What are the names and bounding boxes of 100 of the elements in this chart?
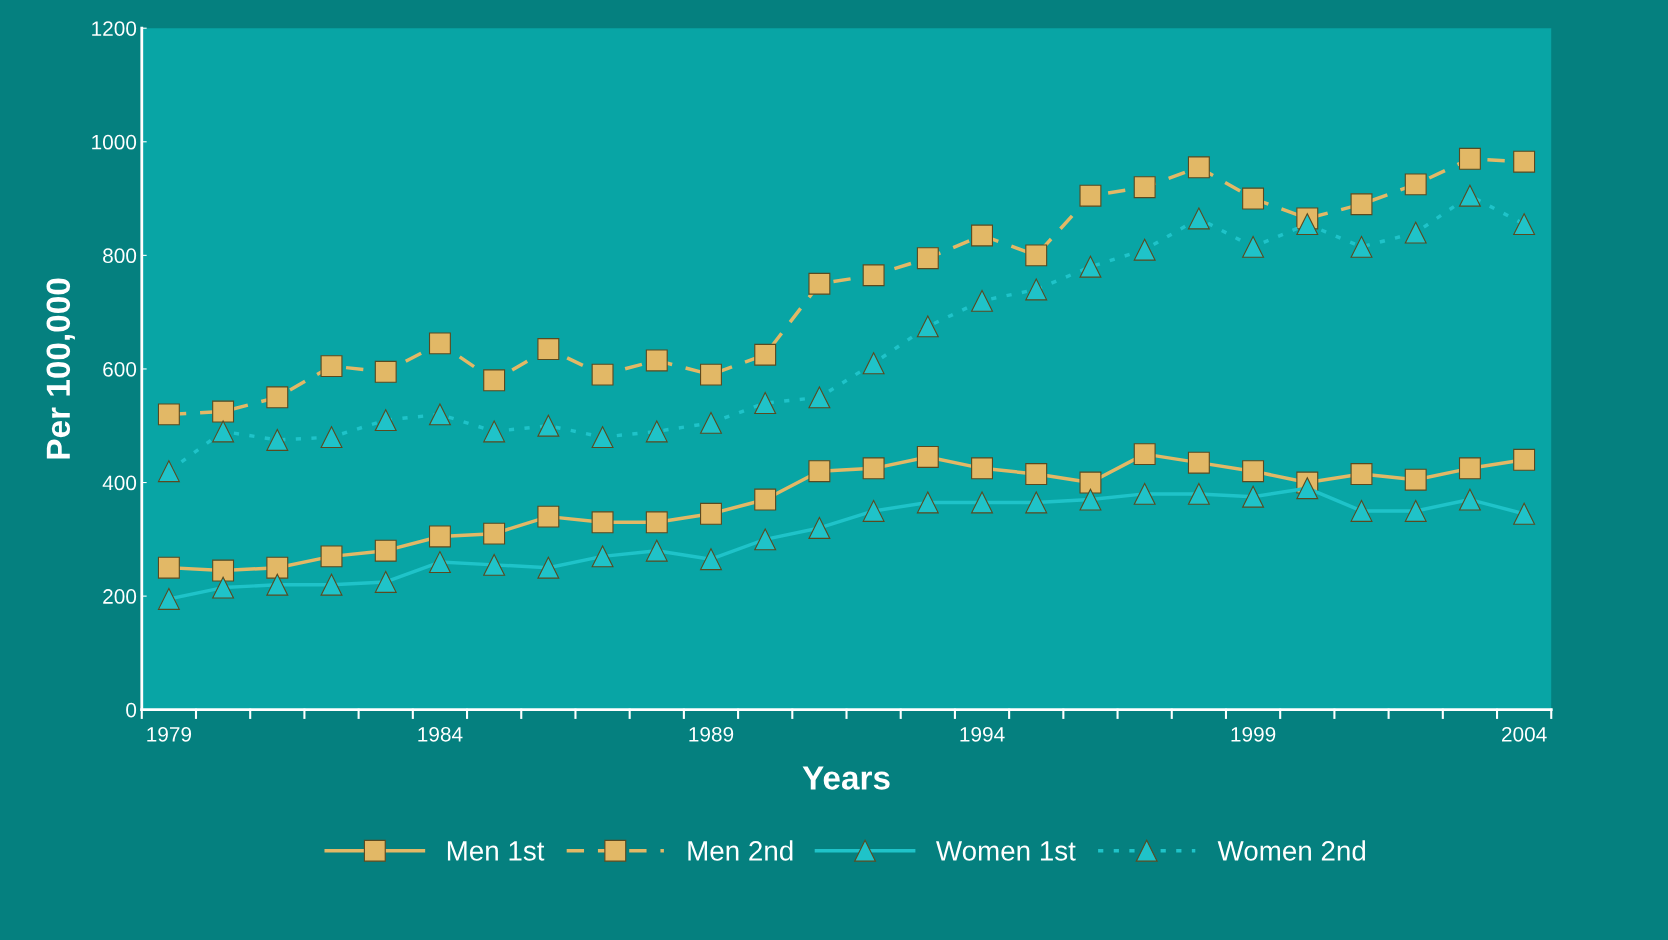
point bbox=[266, 556, 289, 579]
point bbox=[537, 338, 560, 361]
point bbox=[537, 505, 560, 528]
point bbox=[483, 553, 506, 576]
point bbox=[645, 539, 668, 562]
x-tick-label: 1989 bbox=[689, 726, 734, 742]
point bbox=[157, 460, 180, 483]
point bbox=[1242, 460, 1265, 483]
point bbox=[537, 556, 560, 579]
point bbox=[916, 491, 939, 514]
x-tick-label: 2004 bbox=[1502, 726, 1547, 742]
point bbox=[1079, 488, 1102, 511]
point bbox=[1079, 184, 1102, 207]
y-axis-title: Per 100,000 bbox=[46, 278, 75, 459]
point bbox=[320, 573, 343, 596]
point bbox=[754, 343, 777, 366]
y-tick-label: 800 bbox=[103, 248, 137, 264]
point bbox=[428, 551, 451, 574]
point bbox=[1187, 156, 1210, 179]
y-tick-label: 600 bbox=[103, 361, 137, 377]
point bbox=[808, 516, 831, 539]
point bbox=[862, 499, 885, 522]
point bbox=[320, 426, 343, 449]
point bbox=[1296, 477, 1319, 500]
point bbox=[700, 502, 722, 525]
point bbox=[428, 332, 451, 355]
point bbox=[320, 355, 343, 378]
point bbox=[1242, 235, 1265, 258]
point bbox=[212, 420, 235, 443]
point bbox=[1025, 491, 1048, 514]
point bbox=[1187, 207, 1210, 230]
y-tick-label: 1200 bbox=[92, 21, 137, 36]
point bbox=[537, 414, 560, 437]
point bbox=[645, 349, 668, 372]
point bbox=[916, 446, 939, 468]
y-tick-label: 400 bbox=[102, 475, 137, 491]
point bbox=[862, 264, 885, 287]
x-axis-title: Years bbox=[802, 766, 890, 790]
point bbox=[483, 420, 506, 443]
point bbox=[1187, 482, 1210, 505]
x-tick-label: 1994 bbox=[960, 726, 1005, 742]
point bbox=[1513, 502, 1536, 525]
point bbox=[1025, 244, 1048, 267]
point bbox=[320, 545, 343, 568]
x-tick-label: 1984 bbox=[418, 726, 463, 742]
point bbox=[266, 573, 289, 596]
point bbox=[1350, 235, 1373, 258]
point bbox=[591, 545, 614, 568]
x-tick-label: 1999 bbox=[1231, 726, 1276, 742]
point bbox=[1296, 213, 1319, 236]
point bbox=[1513, 150, 1536, 173]
point bbox=[1404, 221, 1427, 244]
point bbox=[1513, 448, 1536, 471]
legend-label: Women 2nd bbox=[1217, 840, 1366, 861]
point bbox=[700, 363, 722, 386]
point bbox=[808, 272, 831, 295]
point bbox=[971, 457, 994, 480]
point bbox=[971, 289, 994, 312]
point bbox=[754, 392, 777, 414]
point bbox=[212, 559, 235, 582]
point bbox=[1025, 278, 1048, 301]
point bbox=[1513, 213, 1536, 236]
point bbox=[971, 491, 994, 514]
point bbox=[591, 363, 614, 386]
y-tick-label: 200 bbox=[103, 589, 137, 604]
point bbox=[1079, 471, 1102, 494]
point bbox=[483, 369, 506, 392]
point bbox=[808, 460, 831, 483]
point bbox=[374, 360, 397, 383]
point bbox=[645, 511, 668, 534]
point bbox=[591, 426, 614, 449]
point bbox=[754, 488, 777, 511]
point bbox=[1458, 488, 1481, 511]
point bbox=[591, 511, 614, 534]
legend-label: Men 2nd bbox=[688, 840, 793, 861]
point bbox=[374, 570, 397, 593]
point bbox=[1350, 193, 1373, 216]
point bbox=[266, 386, 289, 409]
point bbox=[1458, 184, 1481, 207]
point bbox=[1133, 443, 1156, 466]
point bbox=[700, 548, 722, 571]
point bbox=[1242, 187, 1265, 210]
point bbox=[1079, 255, 1102, 278]
point bbox=[212, 400, 235, 423]
point bbox=[1133, 176, 1156, 199]
point bbox=[428, 525, 451, 548]
point bbox=[1404, 499, 1427, 522]
point bbox=[645, 420, 668, 443]
point bbox=[374, 539, 397, 562]
point bbox=[1242, 485, 1265, 508]
point bbox=[862, 457, 885, 480]
point bbox=[1133, 482, 1156, 505]
point bbox=[483, 522, 506, 545]
point bbox=[971, 224, 994, 247]
point bbox=[157, 403, 180, 426]
point bbox=[700, 411, 722, 434]
point bbox=[916, 247, 939, 270]
y-tick-label: 1000 bbox=[92, 134, 137, 150]
point bbox=[212, 576, 235, 599]
point bbox=[1350, 499, 1373, 522]
